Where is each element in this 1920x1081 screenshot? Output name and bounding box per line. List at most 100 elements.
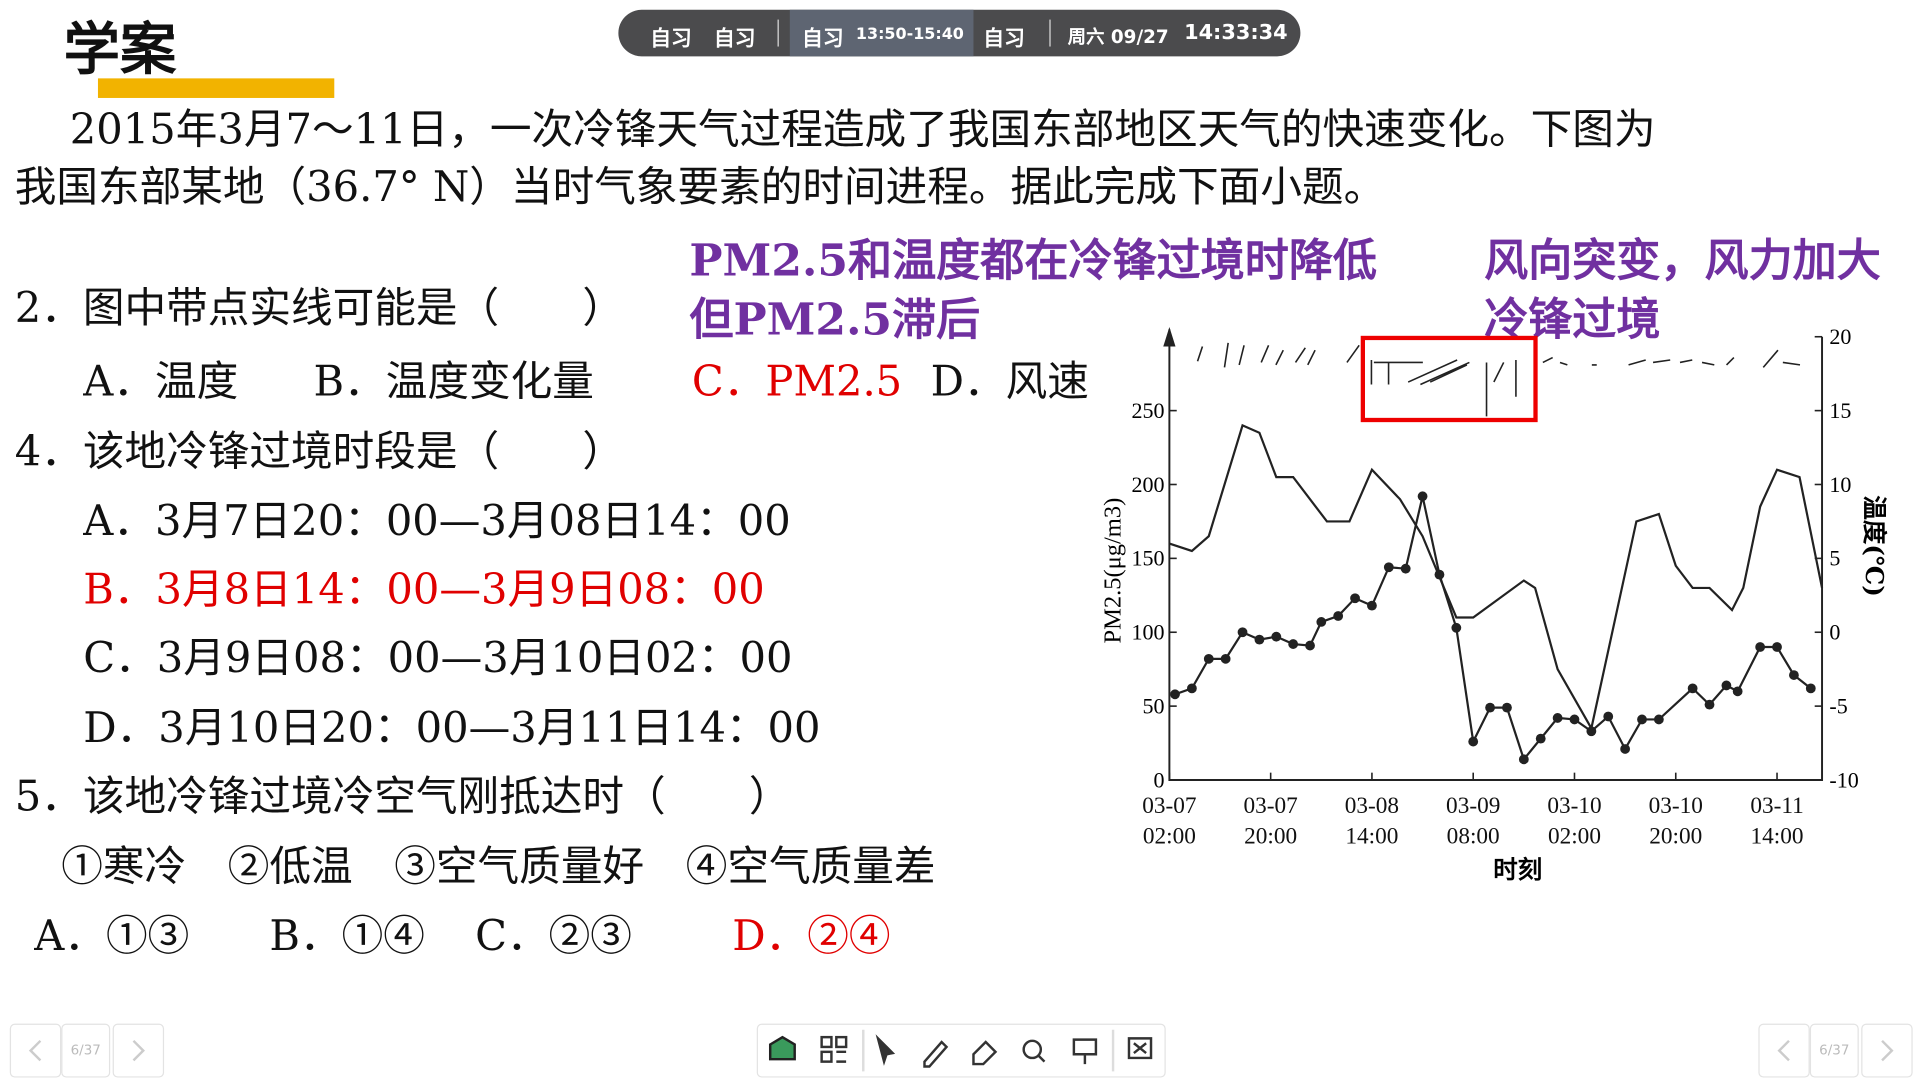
- slide-title: 学案: [63, 15, 177, 83]
- y2-tick-label: 5: [1829, 546, 1840, 571]
- option: A．3月7日20：00—3月08日14：00: [83, 497, 791, 547]
- option: C．②③: [475, 912, 632, 962]
- series-line: [1169, 423, 1824, 732]
- y2-tick-label: 0: [1829, 620, 1840, 645]
- data-point: [1288, 639, 1299, 649]
- prev-button[interactable]: [1758, 1023, 1810, 1078]
- data-point: [1400, 563, 1411, 574]
- data-point: [1367, 600, 1377, 611]
- option: A．①③: [34, 912, 190, 962]
- x-tick-label: 03-07 20:00: [1243, 793, 1298, 850]
- data-point: [1805, 683, 1816, 694]
- data-point: [1237, 627, 1248, 638]
- axis-arrow: [1163, 326, 1176, 347]
- option: B．①④: [269, 912, 425, 962]
- data-point: [1653, 714, 1664, 725]
- data-point: [1203, 653, 1214, 664]
- data-point: [1687, 683, 1698, 694]
- series-line: [1174, 496, 1812, 762]
- next-button[interactable]: [112, 1023, 165, 1078]
- statements: ①寒冷 ②低温 ③空气质量好 ④空气质量差: [61, 842, 936, 892]
- data-point: [1772, 642, 1782, 652]
- data-point: [1755, 642, 1766, 652]
- y-tick-label: 250: [1131, 398, 1164, 423]
- data-point: [1170, 689, 1180, 700]
- x-tick-label: 03-08 14:00: [1344, 793, 1400, 850]
- data-point: [1468, 736, 1479, 747]
- status-item: 自习: [983, 26, 1025, 52]
- data-point: [1502, 702, 1512, 713]
- x-axis-label: 时刻: [1493, 855, 1542, 884]
- axes: [1168, 329, 1824, 781]
- y-tick-label: 100: [1131, 620, 1164, 645]
- data-point: [1569, 714, 1580, 725]
- data-point: [1333, 611, 1344, 621]
- intro-line: 我国东部某地（36.7° N）当时气象要素的时间进程。据此完成下面小题。: [14, 162, 1386, 212]
- question-stem: 2．图中带点实线可能是（ ）: [14, 284, 625, 334]
- option: C．PM2.5: [691, 357, 903, 407]
- status-time: 13:50-15:40: [855, 25, 964, 45]
- chart-svg: 0 50 100 150 200 250 -10 -5 0 5 10 15 20 PM2.5(μg/m3)…: [1099, 324, 1889, 884]
- option: A．温度: [83, 357, 239, 407]
- y2-tick-label: 15: [1829, 398, 1851, 423]
- option: C．3月9日08：00—3月10日02：00: [83, 634, 793, 684]
- y-tick-label: 0: [1153, 767, 1164, 792]
- data-point: [1637, 714, 1647, 725]
- y2-axis-label: 温度(℃): [1860, 495, 1889, 596]
- page-indicator[interactable]: 6/37: [1809, 1023, 1859, 1078]
- annotation: PM2.5和温度都在冷锋过境时降低: [689, 235, 1378, 287]
- data-point: [1383, 562, 1394, 573]
- annotation: 风向突变，风力加大: [1484, 235, 1881, 287]
- data-point: [1518, 754, 1529, 765]
- option: D．②④: [732, 912, 891, 962]
- data-point: [1620, 744, 1631, 754]
- y-tick-label: 200: [1131, 472, 1164, 497]
- data-point: [1271, 631, 1282, 642]
- page-indicator[interactable]: 6/37: [61, 1023, 111, 1078]
- status-item: 自习: [650, 26, 692, 52]
- y2-tick-label: -10: [1829, 767, 1858, 792]
- y2-tick-label: 20: [1829, 324, 1851, 349]
- x-tick-label: 03-07 02:00: [1142, 793, 1197, 850]
- current-period: [789, 9, 974, 57]
- data-point: [1485, 702, 1495, 713]
- status-clock: 14:33:34: [1184, 20, 1288, 46]
- title-underline: [97, 78, 335, 98]
- annotation: 但PM2.5滞后: [689, 293, 981, 346]
- data-point: [1451, 622, 1462, 633]
- data-point: [1186, 683, 1197, 694]
- next-button[interactable]: [1861, 1023, 1913, 1078]
- data-point: [1305, 640, 1315, 651]
- separator: [1049, 19, 1051, 47]
- data-point: [1417, 491, 1428, 502]
- data-point: [1552, 713, 1563, 723]
- wind-barbs: [1196, 342, 1801, 417]
- status-date: 周六 09/27: [1067, 25, 1169, 48]
- separator: [777, 19, 779, 47]
- x-tick-label: 03-09 08:00: [1446, 793, 1501, 850]
- x-tick-label: 03-10 02:00: [1547, 793, 1602, 850]
- status-item: 自习: [713, 26, 756, 52]
- data-point: [1254, 634, 1265, 645]
- status-item: 自习: [802, 26, 844, 52]
- y-axis-label: PM2.5(μg/m3): [1099, 498, 1126, 644]
- option: D．3月10日20：00—3月11日14：00: [83, 704, 821, 754]
- question-stem: 4．该地冷锋过境时段是（ ）: [14, 427, 625, 477]
- question-stem: 5．该地冷锋过境冷空气刚抵达时（ ）: [14, 772, 791, 822]
- highlight-box: [1360, 335, 1538, 423]
- y2-tick-label: 10: [1829, 472, 1851, 497]
- data-point: [1732, 686, 1743, 697]
- data-point: [1586, 726, 1597, 737]
- data-point: [1603, 711, 1614, 722]
- y-tick-label: 50: [1142, 693, 1164, 718]
- option: D．风速: [930, 357, 1089, 407]
- data-point: [1535, 733, 1546, 744]
- data-point: [1721, 680, 1732, 691]
- y2-tick-label: -5: [1829, 693, 1847, 718]
- status-bar: 自习 自习 自习 13:50-15:40 自习 周六 09/27 14:33:3…: [618, 9, 1301, 57]
- data-point: [1789, 670, 1799, 680]
- prev-button[interactable]: [9, 1023, 62, 1078]
- data-point: [1704, 699, 1715, 710]
